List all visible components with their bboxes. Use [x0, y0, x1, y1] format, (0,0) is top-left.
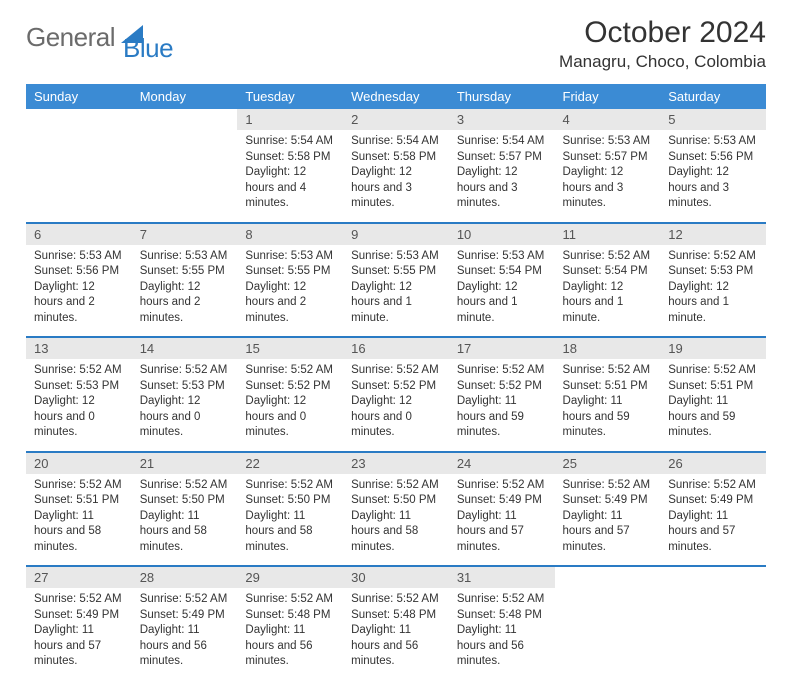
day-number-cell: 12	[660, 223, 766, 245]
day-number-cell: 28	[132, 566, 238, 588]
day-number-cell: 16	[343, 337, 449, 359]
calendar-body: 12345Sunrise: 5:54 AM Sunset: 5:58 PM Da…	[26, 109, 766, 680]
day-number-cell: 21	[132, 452, 238, 474]
day-number-cell: 13	[26, 337, 132, 359]
day-detail-cell: Sunrise: 5:53 AM Sunset: 5:54 PM Dayligh…	[449, 245, 555, 338]
day-number-row: 20212223242526	[26, 452, 766, 474]
day-detail-cell: Sunrise: 5:54 AM Sunset: 5:58 PM Dayligh…	[237, 130, 343, 223]
day-detail-cell: Sunrise: 5:52 AM Sunset: 5:51 PM Dayligh…	[26, 474, 132, 567]
day-detail-cell: Sunrise: 5:52 AM Sunset: 5:50 PM Dayligh…	[132, 474, 238, 567]
day-number-cell: 11	[555, 223, 661, 245]
header: General Blue October 2024 Managru, Choco…	[26, 16, 766, 72]
day-detail-cell: Sunrise: 5:52 AM Sunset: 5:53 PM Dayligh…	[132, 359, 238, 452]
day-detail-cell: Sunrise: 5:52 AM Sunset: 5:48 PM Dayligh…	[237, 588, 343, 680]
day-detail-cell: Sunrise: 5:53 AM Sunset: 5:55 PM Dayligh…	[132, 245, 238, 338]
weekday-header: Tuesday	[237, 84, 343, 109]
day-number-cell: 27	[26, 566, 132, 588]
day-detail-cell: Sunrise: 5:52 AM Sunset: 5:52 PM Dayligh…	[449, 359, 555, 452]
day-detail-cell: Sunrise: 5:52 AM Sunset: 5:52 PM Dayligh…	[237, 359, 343, 452]
day-number-cell: 8	[237, 223, 343, 245]
day-detail-cell: Sunrise: 5:53 AM Sunset: 5:56 PM Dayligh…	[26, 245, 132, 338]
day-number-cell: 29	[237, 566, 343, 588]
day-number-cell: 25	[555, 452, 661, 474]
logo: General Blue	[26, 16, 197, 53]
day-detail-cell: Sunrise: 5:52 AM Sunset: 5:48 PM Dayligh…	[343, 588, 449, 680]
day-detail-cell: Sunrise: 5:52 AM Sunset: 5:49 PM Dayligh…	[26, 588, 132, 680]
month-title: October 2024	[559, 16, 766, 50]
day-number-cell: 22	[237, 452, 343, 474]
day-detail-cell: Sunrise: 5:53 AM Sunset: 5:56 PM Dayligh…	[660, 130, 766, 223]
day-number-cell: 7	[132, 223, 238, 245]
weekday-header: Sunday	[26, 84, 132, 109]
day-detail-cell: Sunrise: 5:52 AM Sunset: 5:54 PM Dayligh…	[555, 245, 661, 338]
day-detail-cell: Sunrise: 5:53 AM Sunset: 5:57 PM Dayligh…	[555, 130, 661, 223]
day-number-cell: 19	[660, 337, 766, 359]
day-detail-cell: Sunrise: 5:52 AM Sunset: 5:53 PM Dayligh…	[26, 359, 132, 452]
day-number-cell	[132, 109, 238, 130]
day-number-cell: 15	[237, 337, 343, 359]
day-detail-cell: Sunrise: 5:52 AM Sunset: 5:49 PM Dayligh…	[555, 474, 661, 567]
day-detail-row: Sunrise: 5:53 AM Sunset: 5:56 PM Dayligh…	[26, 245, 766, 338]
day-number-cell: 26	[660, 452, 766, 474]
day-detail-cell	[132, 130, 238, 223]
day-detail-cell	[26, 130, 132, 223]
day-number-cell: 9	[343, 223, 449, 245]
day-detail-cell: Sunrise: 5:52 AM Sunset: 5:50 PM Dayligh…	[343, 474, 449, 567]
day-number-cell: 4	[555, 109, 661, 130]
weekday-header: Monday	[132, 84, 238, 109]
day-number-cell: 23	[343, 452, 449, 474]
day-detail-cell: Sunrise: 5:52 AM Sunset: 5:50 PM Dayligh…	[237, 474, 343, 567]
day-detail-row: Sunrise: 5:52 AM Sunset: 5:49 PM Dayligh…	[26, 588, 766, 680]
logo-text-blue: Blue	[123, 33, 173, 63]
title-block: October 2024 Managru, Choco, Colombia	[559, 16, 766, 72]
day-number-cell: 24	[449, 452, 555, 474]
day-number-row: 13141516171819	[26, 337, 766, 359]
day-number-cell: 1	[237, 109, 343, 130]
day-number-cell: 18	[555, 337, 661, 359]
weekday-header: Friday	[555, 84, 661, 109]
day-detail-row: Sunrise: 5:52 AM Sunset: 5:53 PM Dayligh…	[26, 359, 766, 452]
day-number-row: 6789101112	[26, 223, 766, 245]
day-number-cell: 3	[449, 109, 555, 130]
weekday-header: Wednesday	[343, 84, 449, 109]
day-number-cell: 31	[449, 566, 555, 588]
weekday-header: Thursday	[449, 84, 555, 109]
day-number-cell: 10	[449, 223, 555, 245]
calendar-table: Sunday Monday Tuesday Wednesday Thursday…	[26, 84, 766, 109]
day-number-cell: 17	[449, 337, 555, 359]
weekday-header: Saturday	[660, 84, 766, 109]
day-number-row: 2728293031	[26, 566, 766, 588]
day-detail-cell: Sunrise: 5:53 AM Sunset: 5:55 PM Dayligh…	[343, 245, 449, 338]
day-detail-cell: Sunrise: 5:54 AM Sunset: 5:57 PM Dayligh…	[449, 130, 555, 223]
location: Managru, Choco, Colombia	[559, 52, 766, 72]
day-number-cell: 20	[26, 452, 132, 474]
day-number-cell: 5	[660, 109, 766, 130]
day-detail-cell: Sunrise: 5:52 AM Sunset: 5:48 PM Dayligh…	[449, 588, 555, 680]
day-detail-cell: Sunrise: 5:54 AM Sunset: 5:58 PM Dayligh…	[343, 130, 449, 223]
day-detail-cell: Sunrise: 5:52 AM Sunset: 5:51 PM Dayligh…	[660, 359, 766, 452]
logo-text-gray: General	[26, 22, 115, 53]
day-detail-cell: Sunrise: 5:52 AM Sunset: 5:49 PM Dayligh…	[132, 588, 238, 680]
day-detail-cell: Sunrise: 5:52 AM Sunset: 5:49 PM Dayligh…	[660, 474, 766, 567]
day-detail-cell: Sunrise: 5:52 AM Sunset: 5:53 PM Dayligh…	[660, 245, 766, 338]
day-detail-row: Sunrise: 5:52 AM Sunset: 5:51 PM Dayligh…	[26, 474, 766, 567]
weekday-row: Sunday Monday Tuesday Wednesday Thursday…	[26, 84, 766, 109]
day-detail-cell: Sunrise: 5:52 AM Sunset: 5:52 PM Dayligh…	[343, 359, 449, 452]
day-detail-cell	[555, 588, 661, 680]
day-detail-cell	[660, 588, 766, 680]
day-number-cell	[26, 109, 132, 130]
day-number-row: 12345	[26, 109, 766, 130]
day-number-cell: 6	[26, 223, 132, 245]
day-detail-cell: Sunrise: 5:53 AM Sunset: 5:55 PM Dayligh…	[237, 245, 343, 338]
day-number-cell: 14	[132, 337, 238, 359]
day-number-cell	[660, 566, 766, 588]
day-detail-row: Sunrise: 5:54 AM Sunset: 5:58 PM Dayligh…	[26, 130, 766, 223]
day-number-cell: 30	[343, 566, 449, 588]
day-number-cell: 2	[343, 109, 449, 130]
day-number-cell	[555, 566, 661, 588]
day-detail-cell: Sunrise: 5:52 AM Sunset: 5:51 PM Dayligh…	[555, 359, 661, 452]
day-detail-cell: Sunrise: 5:52 AM Sunset: 5:49 PM Dayligh…	[449, 474, 555, 567]
